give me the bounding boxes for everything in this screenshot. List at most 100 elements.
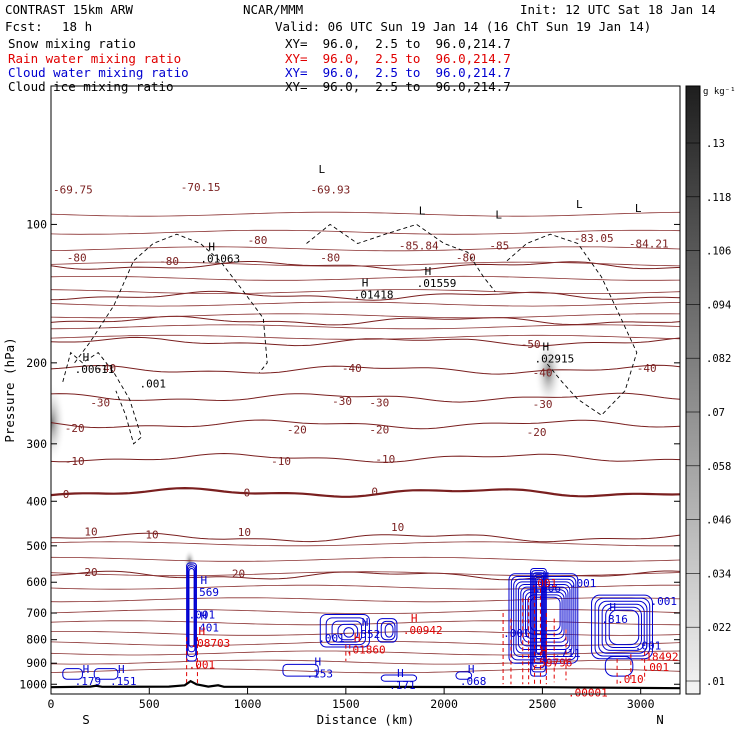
extremum-value: .552 [354, 628, 381, 641]
colorbar-tick-label: .046 [706, 515, 731, 527]
north-label: N [656, 712, 664, 727]
isotherm-label: -20 [287, 423, 307, 436]
y-tick-label: 600 [26, 575, 47, 589]
extremum-marker: H [201, 609, 208, 622]
valid-time: Valid: 06 UTC Sun 19 Jan 14 (16 ChT Sun … [275, 19, 652, 34]
cloud-water-contour [319, 613, 370, 648]
extremum-value: .711 [554, 647, 581, 660]
isotherm-label: 20 [232, 567, 245, 580]
extremum-value: .00611 [75, 363, 115, 376]
colorbar-tick-label: .118 [706, 192, 731, 204]
extremum-marker: H [543, 570, 550, 583]
isotherm-line-minor [51, 301, 680, 307]
field-xy-snow: XY= 96.0, 2.5 to 96.0,214.7 [285, 36, 511, 51]
isotherm-line-minor [51, 650, 680, 656]
extremum-value: .001 [531, 577, 558, 590]
snow-contour [62, 351, 142, 445]
y-tick-label: 700 [26, 606, 47, 620]
isotherm-label: -20 [369, 423, 389, 436]
isotherm-line-minor [51, 246, 680, 252]
isotherm-label: -40 [342, 362, 362, 375]
isotherm-label: 0 [244, 487, 251, 500]
extremum-value: .171 [389, 679, 416, 692]
init-time: Init: 12 UTC Sat 18 Jan 14 [520, 2, 716, 17]
extremum-marker: H [199, 625, 206, 638]
x-tick-label: 2000 [430, 697, 458, 711]
cloud-water-contour [601, 603, 645, 651]
extremum-value: .001 [139, 377, 166, 390]
cloud-water-contour [604, 655, 634, 677]
cloud-water-contour [605, 606, 642, 649]
extremum-marker: H [425, 265, 432, 278]
isotherm-label: -85 [489, 239, 509, 252]
cloud-water-contour [186, 562, 197, 662]
extremum-marker: H [118, 663, 125, 676]
model-title: CONTRAST 15km ARW [5, 2, 133, 17]
isotherm-line [51, 336, 680, 347]
extremum-value: .151 [110, 675, 137, 688]
cloud-water-contour [384, 623, 394, 638]
isotherm-label: -80 [159, 255, 179, 268]
colorbar-tick-label: .058 [706, 461, 731, 473]
extremum-marker: L [419, 204, 426, 217]
cloud-water-contour [591, 594, 653, 660]
colorbar-tick-label: .022 [706, 622, 731, 634]
isotherm-line-minor [51, 275, 680, 281]
isotherm-label: -80 [456, 251, 476, 264]
extremum-value: .001 [318, 632, 345, 645]
extremum-value: .59796 [533, 656, 573, 669]
extremum-value: .08703 [191, 637, 231, 650]
extremum-value: .18492 [639, 651, 679, 664]
isotherm-label: -20 [65, 422, 85, 435]
colorbar-tick-label: .13 [706, 138, 725, 150]
y-tick-label: 300 [26, 437, 47, 451]
cloud-water-contour [608, 609, 640, 646]
extremum-marker: H [397, 667, 404, 680]
isotherm-line-minor [51, 324, 680, 330]
extremum-marker: H [541, 644, 548, 657]
extremum-value: .01559 [417, 277, 457, 290]
y-tick-label: 500 [26, 539, 47, 553]
extremum-value: .02915 [535, 353, 575, 366]
isotherm-line-minor [51, 289, 680, 294]
isotherm-label: -30 [90, 397, 110, 410]
isotherm-line [51, 532, 680, 543]
isotherm-line [51, 419, 680, 430]
extremum-marker: H [609, 601, 616, 614]
isotherm-label: -83.05 [574, 232, 614, 245]
field-name-cloud-water: Cloud water mixing ratio [8, 65, 189, 80]
field-xy-rain: XY= 96.0, 2.5 to 96.0,214.7 [285, 51, 511, 66]
isotherm-label: -30 [533, 398, 553, 411]
cloud-water-contour [331, 620, 363, 643]
extremum-value: .010 [617, 673, 644, 686]
x-axis-label: Distance (km) [317, 712, 415, 727]
isotherm-line-minor [51, 571, 680, 577]
y-tick-label: 1000 [19, 677, 47, 691]
colorbar-tick-label: .01 [706, 676, 725, 688]
isotherm-line-minor [51, 261, 680, 267]
extremum-value: .179 [75, 675, 102, 688]
field-xy-cloud-water: XY= 96.0, 2.5 to 96.0,214.7 [285, 65, 511, 80]
field-name-rain: Rain water mixing ratio [8, 51, 182, 66]
ice-shading-blob [534, 337, 563, 408]
isotherm-line-minor [51, 584, 680, 590]
extremum-marker: L [576, 198, 583, 211]
extremum-marker: H [83, 663, 90, 676]
cloud-water-contour [343, 627, 355, 638]
cloud-water-contour [187, 566, 196, 653]
isotherm-label: 0 [63, 488, 70, 501]
isotherm-line-minor [51, 541, 680, 547]
snow-contour [306, 223, 496, 292]
isotherm-line-minor [51, 556, 680, 562]
x-tick-label: 0 [48, 697, 55, 711]
isotherm-line-minor [51, 211, 680, 217]
isotherm-label: -80 [248, 234, 268, 247]
cloud-water-contour [598, 600, 648, 654]
extremum-value: .001 [189, 659, 216, 672]
isotherm-label: -10 [375, 453, 395, 466]
isotherm-label: -84.21 [629, 237, 669, 250]
extremum-value: .001 [635, 640, 662, 653]
snow-contour [74, 233, 268, 373]
colorbar-tick-label: .106 [706, 246, 731, 258]
